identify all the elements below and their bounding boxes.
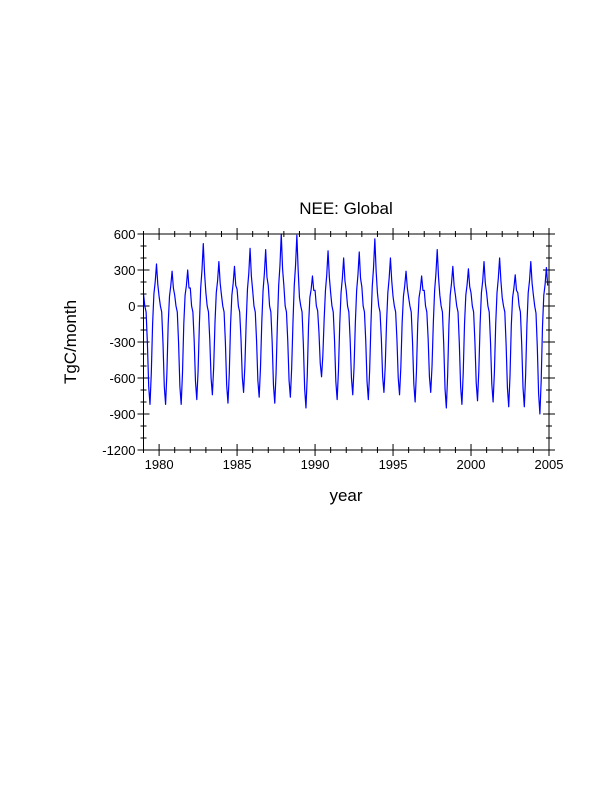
y-tick-label: -900	[109, 407, 135, 422]
chart-title: NEE: Global	[299, 199, 393, 218]
y-axis-label: TgC/month	[61, 300, 80, 384]
x-tick-label: 1990	[301, 457, 330, 472]
series-line	[142, 233, 549, 415]
axis-ticks	[137, 228, 555, 456]
x-tick-label: 1995	[379, 457, 408, 472]
y-tick-label: -600	[109, 371, 135, 386]
x-axis-label: year	[329, 486, 362, 505]
x-tick-label: 1980	[145, 457, 174, 472]
x-tick-label: 2000	[457, 457, 486, 472]
y-tick-label: -1200	[102, 443, 135, 458]
plot-frame	[143, 233, 550, 451]
y-tick-label: 600	[114, 227, 136, 242]
y-tick-label: -300	[109, 335, 135, 350]
tick-labels: 1980 1985 1990 1995 2000 2005 600 300 0 -300 -600 -…	[102, 227, 563, 472]
x-tick-label: 2005	[535, 457, 564, 472]
y-tick-label: 300	[114, 263, 136, 278]
x-tick-label: 1985	[223, 457, 252, 472]
y-tick-label: 0	[128, 299, 135, 314]
